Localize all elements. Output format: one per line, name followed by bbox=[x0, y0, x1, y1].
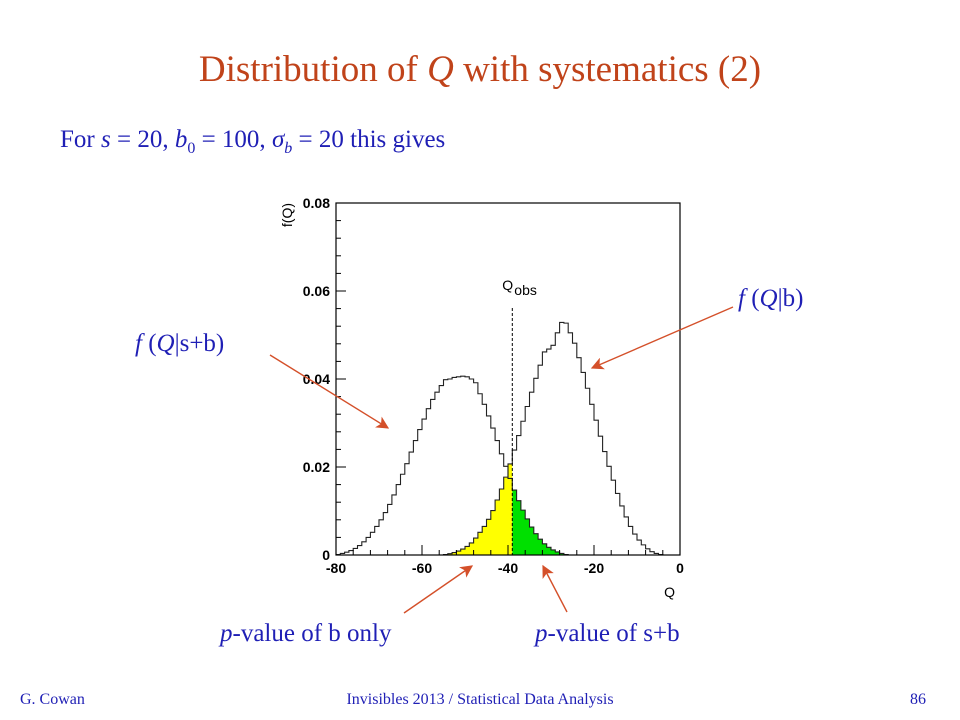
arrow-f-q-b bbox=[590, 306, 734, 370]
callout-f-q-b: f (Q|b) bbox=[738, 285, 804, 312]
x-tick-label: 0 bbox=[676, 560, 684, 576]
footer-author: G. Cowan bbox=[20, 691, 85, 708]
x-tick-label: -60 bbox=[412, 560, 432, 576]
x-axis-title: Q bbox=[664, 584, 675, 600]
shaded-region-p-value-b-only bbox=[336, 463, 513, 555]
slide-title: Distribution of Q with systematics (2) bbox=[198, 49, 762, 90]
x-tick-label: -80 bbox=[326, 560, 346, 576]
arrow-p-value-b-only bbox=[403, 565, 474, 614]
x-tick-label: -20 bbox=[584, 560, 604, 576]
y-tick-label: 0.08 bbox=[303, 195, 330, 211]
callout-p-value-b-only: p-value of b only bbox=[220, 620, 392, 647]
y-tick-label: 0 bbox=[322, 547, 330, 563]
arrow-f-q-sb bbox=[269, 354, 390, 429]
y-axis-title: f(Q) bbox=[279, 203, 295, 227]
slide-subtitle: For s = 20, b0 = 100, σb = 20 this gives bbox=[60, 126, 446, 157]
callout-p-value-sb: p-value of s+b bbox=[535, 620, 680, 647]
y-tick-label: 0.02 bbox=[303, 459, 330, 475]
shaded-region-p-value-sb bbox=[512, 490, 680, 555]
y-tick-label: 0.04 bbox=[303, 371, 330, 387]
arrow-p-value-sb bbox=[542, 564, 568, 613]
callout-f-q-sb: f (Q|s+b) bbox=[135, 330, 225, 357]
q-obs-subscript: obs bbox=[514, 282, 537, 298]
footer-page-number: 86 bbox=[910, 691, 926, 708]
q-obs-label: Q bbox=[502, 277, 513, 293]
x-tick-label: -40 bbox=[498, 560, 518, 576]
footer-center: Invisibles 2013 / Statistical Data Analy… bbox=[346, 691, 614, 708]
y-tick-label: 0.06 bbox=[303, 283, 330, 299]
